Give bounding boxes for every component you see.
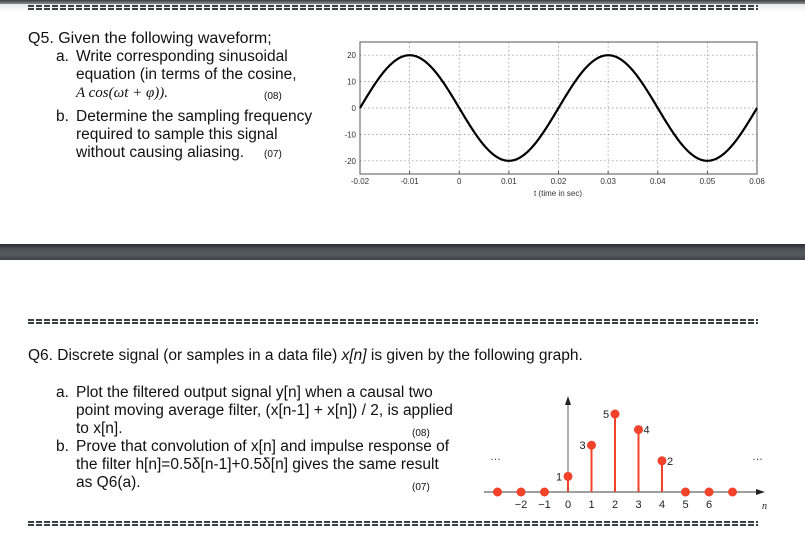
- q6-title: Q6. Discrete signal (or samples in a dat…: [28, 347, 583, 364]
- stem-series: [493, 409, 737, 497]
- n-axis-label: n: [762, 501, 767, 512]
- svg-text:0: 0: [565, 499, 571, 511]
- svg-text:1: 1: [588, 499, 594, 511]
- top-border-bar: [0, 0, 805, 4]
- amplitude-axis-arrow-icon: [565, 396, 571, 405]
- n-tick-labels: −2 −1 0 1 2 3 4 5 6: [515, 499, 712, 511]
- y-tick-labels: 20 10 0 -10 -20: [344, 51, 356, 166]
- x-axis-label: t (time in sec): [534, 189, 582, 198]
- q6-signal-name: x[n]: [341, 347, 367, 364]
- q5-part-a: a. Write corresponding sinusoidal equati…: [56, 48, 336, 108]
- svg-text:0.05: 0.05: [700, 177, 716, 186]
- svg-text:0.06: 0.06: [749, 177, 765, 186]
- q5-b-line1: Determine the sampling frequency: [76, 108, 313, 125]
- svg-text:0: 0: [352, 104, 357, 113]
- ellipsis-right: …: [752, 451, 763, 463]
- q5-part-b: b. Determine the sampling frequency requ…: [56, 108, 346, 166]
- svg-text:0: 0: [457, 177, 462, 186]
- q5-a-line2: equation (in terms of the cosine,: [76, 66, 297, 83]
- svg-text:2: 2: [667, 456, 673, 468]
- q5-b-marks: (07): [264, 149, 282, 160]
- stem-value-labels: 1 3 5 4 2: [556, 409, 673, 483]
- q6-b-marks: (07): [412, 482, 430, 493]
- q6-a-line3: to x[n].: [76, 420, 123, 437]
- svg-text:0.03: 0.03: [600, 177, 616, 186]
- q5-a-formula: A cos(ωt + φ)).: [76, 85, 169, 101]
- q5-b-line3: without causing aliasing.: [76, 144, 245, 161]
- svg-text:3: 3: [635, 499, 641, 511]
- q6-part-b: b. Prove that convolution of x[n] and im…: [56, 438, 476, 494]
- q6-a-marks: (08): [412, 428, 430, 439]
- q5-a-line1: Write corresponding sinusoidal: [76, 48, 288, 65]
- svg-text:-0.01: -0.01: [401, 177, 420, 186]
- svg-text:4: 4: [659, 499, 665, 511]
- waveform-chart: 20 10 0 -10 -20 -0.02 -0.01 0 0.01 0.02 0.03 0.04 0…: [344, 41, 765, 198]
- double-dashed-rule-top: [28, 5, 758, 10]
- svg-text:-20: -20: [344, 157, 356, 166]
- n-axis-arrow-icon: [756, 489, 765, 495]
- svg-text:3: 3: [580, 440, 586, 452]
- svg-text:−1: −1: [538, 499, 551, 511]
- waveform-curve: [359, 54, 758, 162]
- q6-b-line1: Prove that convolution of x[n] and impul…: [76, 438, 450, 455]
- x-tick-labels: -0.02 -0.01 0 0.01 0.02 0.03 0.04 0.05 0.06: [351, 177, 765, 186]
- q5-title: Q5. Given the following waveform;: [28, 30, 272, 47]
- svg-text:5: 5: [682, 499, 688, 511]
- svg-text:0.01: 0.01: [501, 177, 517, 186]
- svg-text:0.02: 0.02: [551, 177, 567, 186]
- svg-text:5: 5: [603, 409, 609, 421]
- q6-b-line2: the filter h[n]=0.5δ[n-1]+0.5δ[n] gives …: [76, 456, 439, 473]
- svg-text:-10: -10: [344, 130, 356, 139]
- stem-chart: 1 3 5 4 2 −2 −1 0 1 2 3 4 5 6 … … n: [484, 396, 767, 512]
- svg-text:2: 2: [612, 499, 618, 511]
- q5-b-label: b.: [56, 108, 69, 125]
- svg-text:6: 6: [706, 499, 712, 511]
- q6-a-line1: Plot the filtered output signal y[n] whe…: [76, 384, 433, 401]
- q6-a-label: a.: [56, 384, 69, 401]
- svg-text:0.04: 0.04: [650, 177, 666, 186]
- svg-text:-0.02: -0.02: [351, 177, 370, 186]
- q6-b-line3: as Q6(a).: [76, 474, 141, 491]
- double-dashed-rule-middle: [28, 319, 758, 324]
- ellipsis-left: …: [490, 451, 501, 463]
- q6-a-line2: point moving average filter, (x[n-1] + x…: [76, 402, 453, 419]
- q6-b-label: b.: [56, 438, 69, 455]
- svg-text:1: 1: [556, 471, 562, 483]
- page-separator-bar: [0, 244, 805, 260]
- svg-text:−2: −2: [515, 499, 528, 511]
- q5-b-line2: required to sample this signal: [76, 126, 278, 143]
- double-dashed-rule-bottom: [28, 521, 758, 526]
- svg-text:4: 4: [644, 425, 650, 437]
- svg-text:10: 10: [347, 78, 356, 87]
- svg-text:20: 20: [347, 51, 356, 60]
- q5-a-marks: (08): [264, 91, 282, 102]
- q6-part-a: a. Plot the filtered output signal y[n] …: [56, 384, 476, 440]
- q5-a-label: a.: [56, 48, 69, 65]
